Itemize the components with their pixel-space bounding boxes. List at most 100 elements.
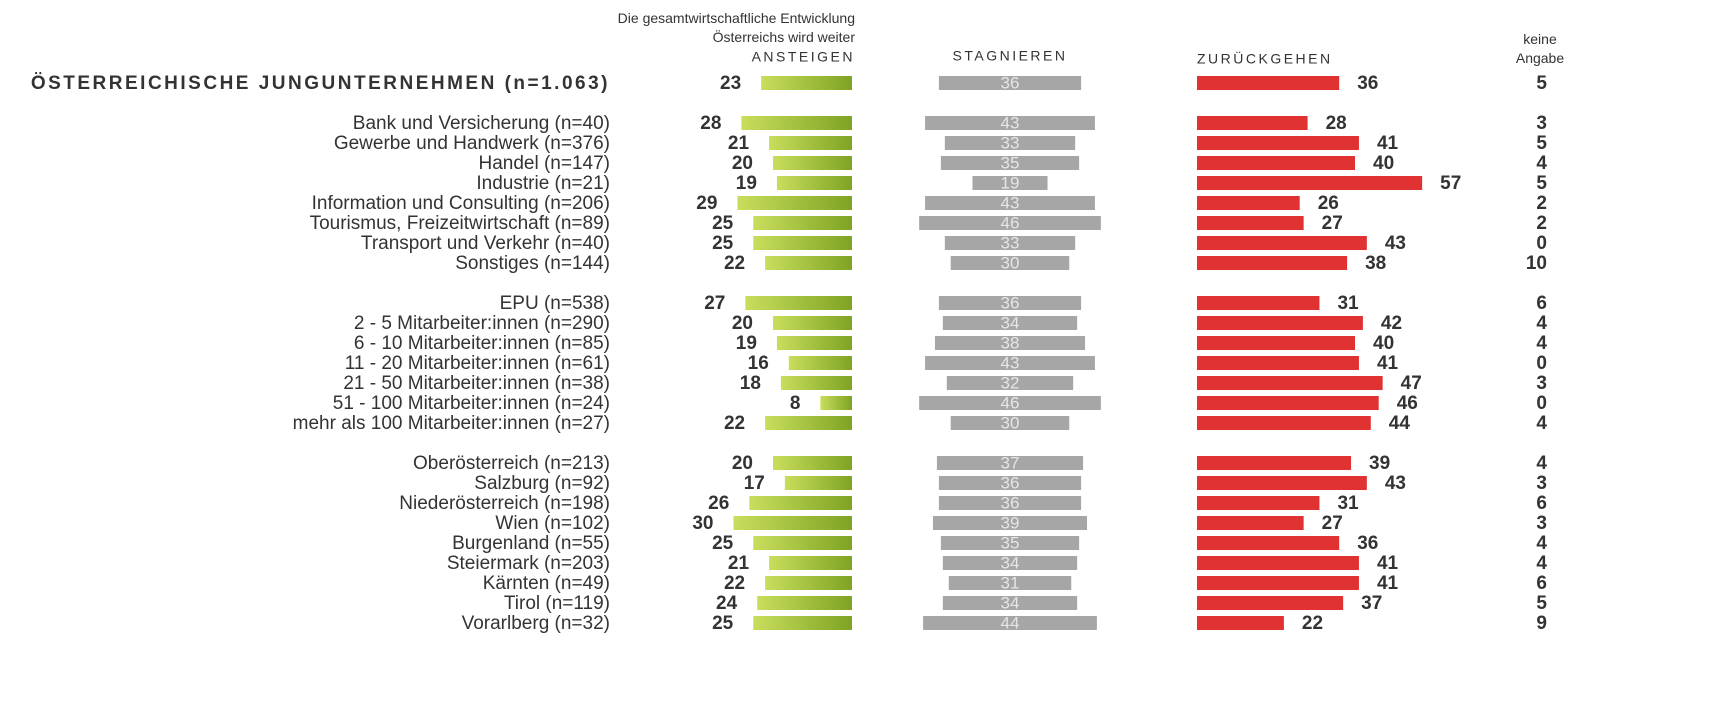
value-label: 43 bbox=[1001, 113, 1020, 132]
value-label: 2 bbox=[1536, 193, 1547, 214]
value-label: 36 bbox=[1357, 533, 1378, 554]
bar bbox=[1197, 116, 1308, 130]
value-label: 8 bbox=[790, 393, 801, 414]
bar bbox=[761, 76, 852, 90]
value-label: 35 bbox=[1001, 153, 1020, 172]
bar bbox=[788, 356, 852, 370]
bar bbox=[1197, 416, 1371, 430]
bar bbox=[1197, 356, 1359, 370]
bar bbox=[946, 376, 1074, 390]
value-label: 22 bbox=[724, 573, 745, 594]
category-label: 51 - 100 Mitarbeiter:innen (n=24) bbox=[333, 393, 610, 414]
value-label: 4 bbox=[1536, 413, 1547, 434]
value-label: 5 bbox=[1536, 73, 1547, 94]
bar bbox=[944, 136, 1076, 150]
value-label: 30 bbox=[1001, 413, 1020, 432]
value-label: 25 bbox=[712, 213, 734, 234]
bar bbox=[1197, 556, 1359, 570]
value-label: 4 bbox=[1536, 453, 1547, 474]
bar bbox=[757, 596, 852, 610]
category-label: Kärnten (n=49) bbox=[483, 573, 610, 594]
bar bbox=[784, 476, 852, 490]
value-label: 47 bbox=[1401, 373, 1422, 394]
value-label: 18 bbox=[740, 373, 761, 394]
value-label: 23 bbox=[720, 73, 741, 94]
value-label: 26 bbox=[1318, 193, 1339, 214]
bar bbox=[942, 316, 1078, 330]
category-label: Salzburg (n=92) bbox=[474, 473, 610, 494]
value-label: 43 bbox=[1001, 193, 1020, 212]
value-label: 43 bbox=[1001, 353, 1020, 372]
column-header: ANSTEIGEN bbox=[752, 49, 855, 65]
bar bbox=[773, 456, 852, 470]
category-label: ÖSTERREICHISCHE JUNGUNTERNEHMEN (n=1.063… bbox=[31, 73, 610, 94]
bar bbox=[925, 356, 1095, 370]
bar bbox=[745, 296, 852, 310]
value-label: 36 bbox=[1357, 73, 1378, 94]
value-label: 4 bbox=[1536, 153, 1547, 174]
category-label: Handel (n=147) bbox=[478, 153, 610, 174]
value-label: 4 bbox=[1536, 313, 1547, 334]
bar bbox=[1197, 376, 1383, 390]
bar bbox=[1197, 216, 1304, 230]
bar bbox=[753, 616, 852, 630]
column-header: keine Angabe bbox=[1515, 31, 1565, 66]
bar bbox=[1197, 396, 1379, 410]
bar bbox=[919, 396, 1101, 410]
value-label: 25 bbox=[712, 233, 734, 254]
value-label: 44 bbox=[1389, 413, 1411, 434]
bar bbox=[753, 536, 852, 550]
bar bbox=[737, 196, 852, 210]
category-label: Tirol (n=119) bbox=[504, 593, 610, 614]
category-label: Sonstiges (n=144) bbox=[455, 253, 610, 274]
bar bbox=[1197, 336, 1355, 350]
value-label: 22 bbox=[1302, 613, 1323, 634]
value-label: 38 bbox=[1001, 333, 1020, 352]
bar bbox=[934, 336, 1086, 350]
category-label: 21 - 50 Mitarbeiter:innen (n=38) bbox=[343, 373, 610, 394]
value-label: 31 bbox=[1337, 493, 1359, 514]
category-label: Wien (n=102) bbox=[495, 513, 610, 534]
value-label: 4 bbox=[1536, 333, 1547, 354]
bar bbox=[769, 136, 852, 150]
value-label: 28 bbox=[700, 113, 721, 134]
bar bbox=[753, 216, 852, 230]
category-label: Niederösterreich (n=198) bbox=[399, 493, 610, 514]
bar bbox=[820, 396, 852, 410]
value-label: 20 bbox=[732, 153, 753, 174]
value-label: 46 bbox=[1397, 393, 1418, 414]
value-label: 3 bbox=[1536, 373, 1547, 394]
value-label: 36 bbox=[1001, 493, 1020, 512]
bar bbox=[940, 156, 1080, 170]
bar bbox=[1197, 256, 1348, 270]
bar bbox=[753, 236, 852, 250]
value-label: 34 bbox=[1001, 593, 1020, 612]
value-label: 25 bbox=[712, 613, 734, 634]
bar bbox=[780, 376, 852, 390]
value-label: 27 bbox=[1322, 213, 1343, 234]
category-label: Burgenland (n=55) bbox=[452, 533, 610, 554]
bar bbox=[1197, 456, 1352, 470]
value-label: 0 bbox=[1536, 233, 1547, 254]
bar bbox=[938, 476, 1082, 490]
bar bbox=[1197, 296, 1320, 310]
value-label: 41 bbox=[1377, 553, 1399, 574]
value-label: 27 bbox=[704, 293, 725, 314]
value-label: 30 bbox=[1001, 253, 1020, 272]
bar bbox=[1197, 76, 1340, 90]
value-label: 43 bbox=[1385, 233, 1406, 254]
category-label: 11 - 20 Mitarbeiter:innen (n=61) bbox=[345, 353, 610, 374]
bar bbox=[1197, 236, 1367, 250]
category-label: Oberösterreich (n=213) bbox=[413, 453, 610, 474]
value-label: 32 bbox=[1001, 373, 1020, 392]
bar bbox=[1197, 476, 1367, 490]
value-label: 6 bbox=[1536, 493, 1547, 514]
value-label: 4 bbox=[1536, 553, 1547, 574]
value-label: 39 bbox=[1001, 513, 1020, 532]
bar bbox=[942, 556, 1078, 570]
bar bbox=[1197, 496, 1320, 510]
category-label: Transport und Verkehr (n=40) bbox=[361, 233, 610, 254]
value-label: 5 bbox=[1536, 173, 1547, 194]
value-label: 29 bbox=[696, 193, 717, 214]
